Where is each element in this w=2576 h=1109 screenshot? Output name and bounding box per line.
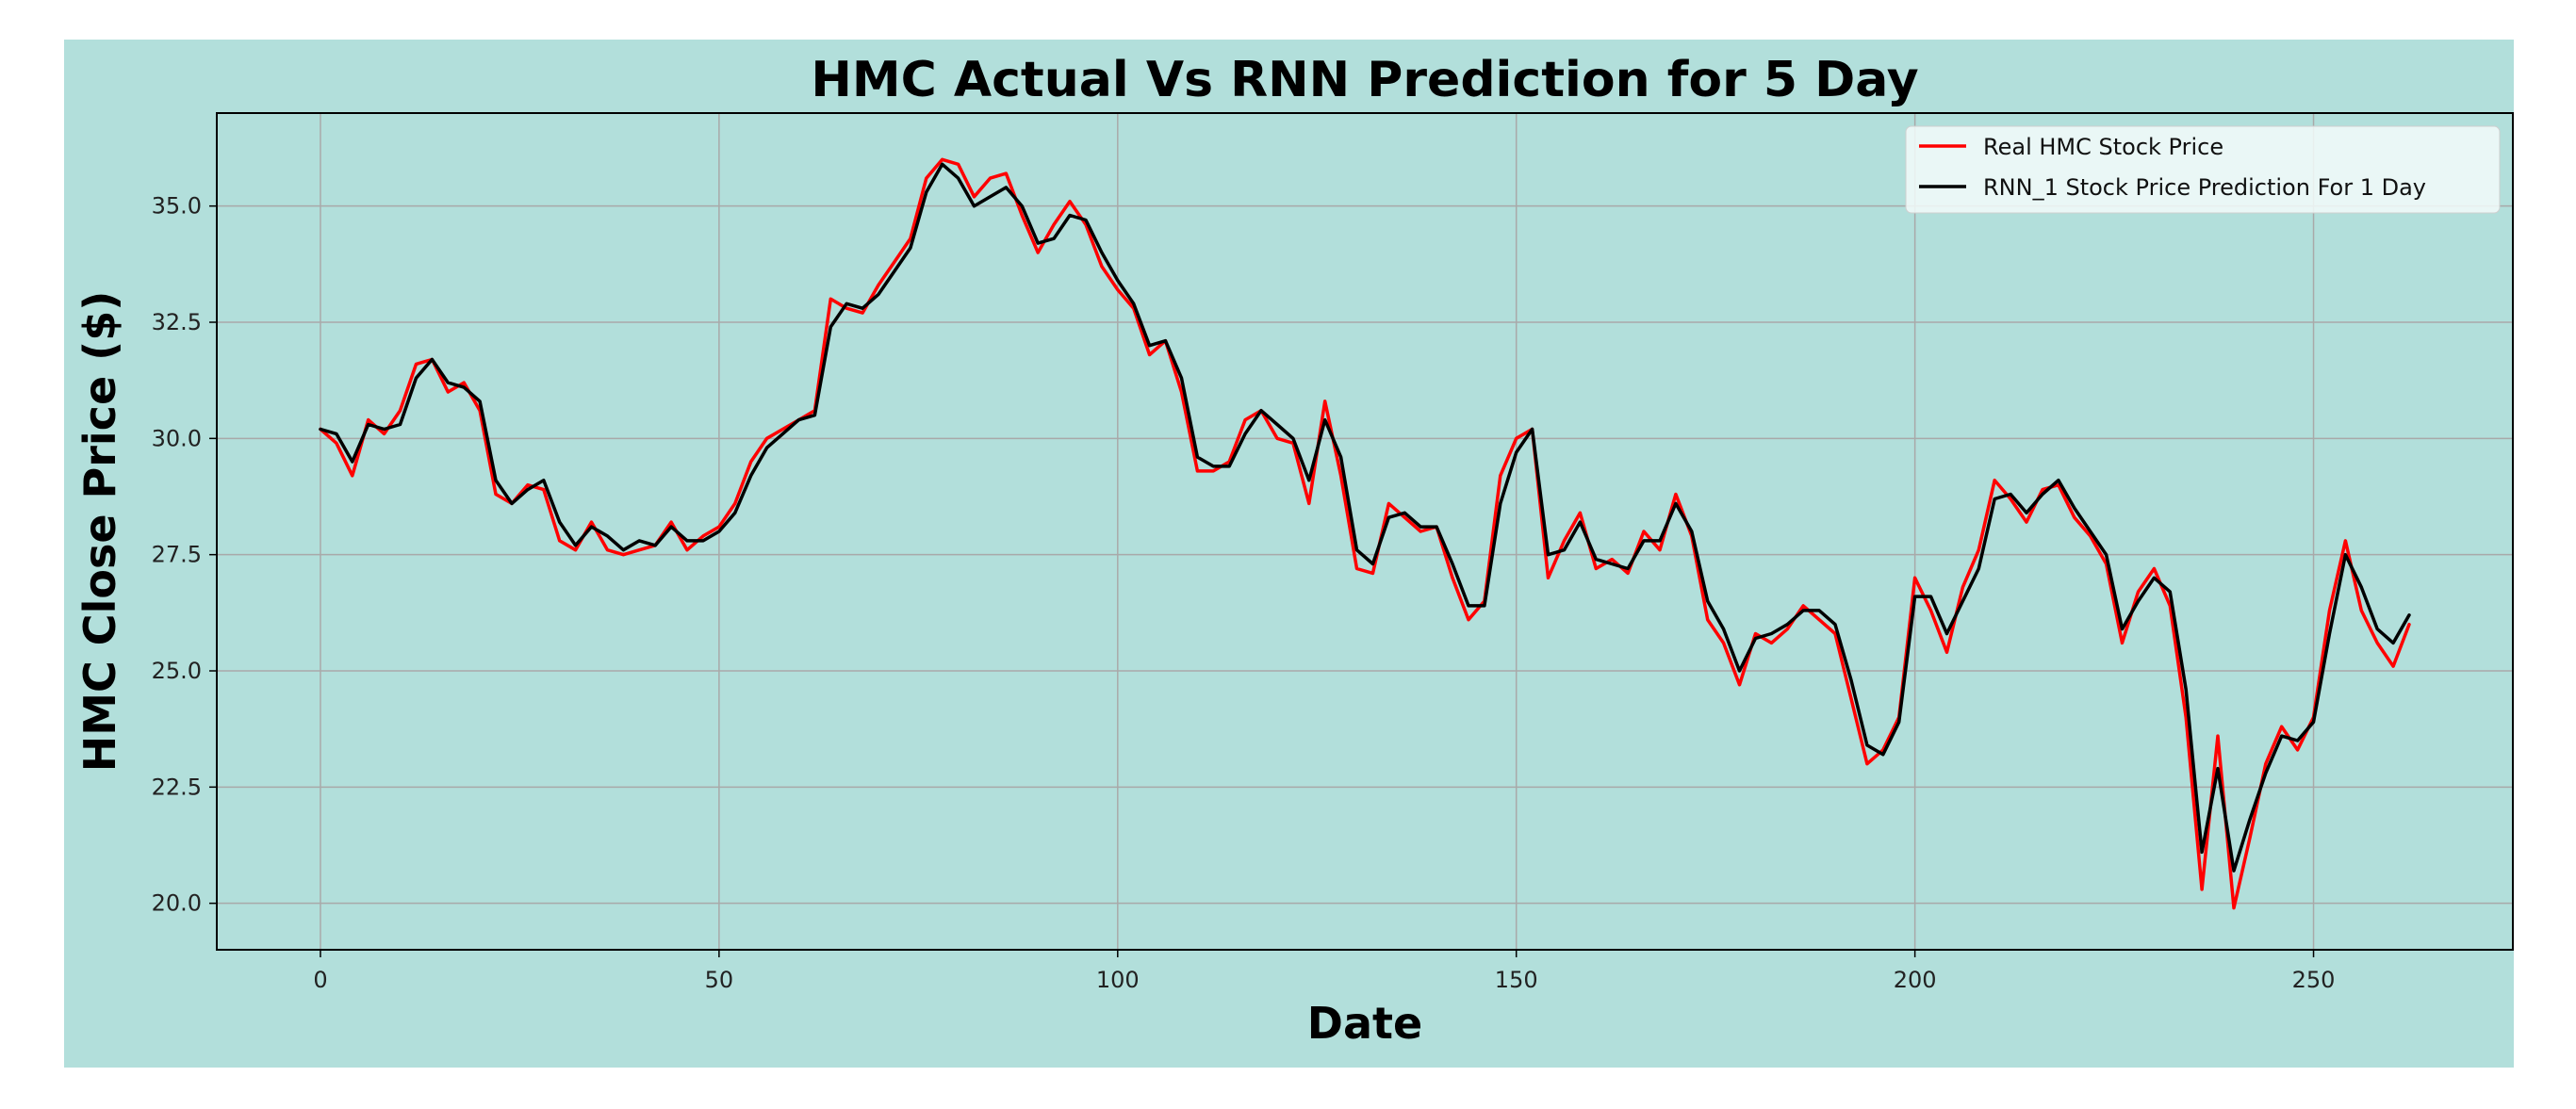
x-tick-label: 0 [313,967,327,993]
chart-title: HMC Actual Vs RNN Prediction for 5 Day [811,52,1918,108]
y-axis-ticks: 20.0 22.5 25.0 27.5 30.0 32.5 35.0 [152,193,217,917]
y-tick-label: 35.0 [152,193,202,220]
y-tick-label: 20.0 [152,890,202,917]
series-line-1 [319,162,2411,873]
legend-box [1905,125,2501,214]
y-axis-label: HMC Close Price ($) [74,291,125,772]
legend-label-real: Real HMC Stock Price [1983,134,2223,160]
y-tick-label: 25.0 [152,658,202,684]
x-tick-label: 250 [2292,967,2336,993]
series-lines [319,157,2411,910]
plot-area [217,113,2513,950]
x-tick-label: 100 [1096,967,1140,993]
y-tick-label: 22.5 [152,774,202,800]
x-tick-label: 150 [1495,967,1538,993]
y-tick-label: 27.5 [152,542,202,568]
x-axis-ticks: 0 50 100 150 200 250 [313,950,2335,993]
x-tick-label: 50 [705,967,734,993]
plot-frame [216,112,2514,951]
grid [217,113,2513,950]
legend-label-rnn: RNN_1 Stock Price Prediction For 1 Day [1983,174,2426,201]
series-line-0 [319,157,2411,910]
y-tick-label: 30.0 [152,425,202,451]
y-tick-label: 32.5 [152,309,202,335]
x-tick-label: 200 [1894,967,1937,993]
x-axis-label: Date [1307,998,1422,1049]
legend: Real HMC Stock Price RNN_1 Stock Price P… [1905,125,2501,214]
